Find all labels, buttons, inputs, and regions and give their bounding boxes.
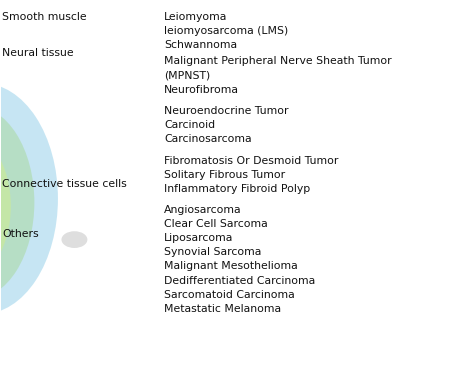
Text: Angiosarcoma: Angiosarcoma (164, 205, 242, 215)
Text: Smooth muscle: Smooth muscle (2, 12, 87, 22)
Text: Metastatic Melanoma: Metastatic Melanoma (164, 304, 281, 314)
Text: Sarcomatoid Carcinoma: Sarcomatoid Carcinoma (164, 290, 295, 300)
Ellipse shape (0, 106, 35, 299)
Ellipse shape (62, 231, 87, 248)
Text: Malignant Mesothelioma: Malignant Mesothelioma (164, 261, 298, 272)
Text: Neuroendocrine Tumor: Neuroendocrine Tumor (164, 106, 289, 116)
Text: Clear Cell Sarcoma: Clear Cell Sarcoma (164, 219, 268, 229)
Text: Leiomyoma: Leiomyoma (164, 12, 228, 22)
Text: (MPNST): (MPNST) (164, 71, 210, 81)
Text: Carcinosarcoma: Carcinosarcoma (164, 135, 252, 144)
Text: Dedifferentiated Carcinoma: Dedifferentiated Carcinoma (164, 276, 315, 285)
Text: Neural tissue: Neural tissue (2, 48, 74, 58)
Text: Malignant Peripheral Nerve Sheath Tumor: Malignant Peripheral Nerve Sheath Tumor (164, 56, 392, 66)
Ellipse shape (0, 132, 11, 280)
Text: Synovial Sarcoma: Synovial Sarcoma (164, 247, 261, 257)
Text: Solitary Fibrous Tumor: Solitary Fibrous Tumor (164, 170, 285, 180)
Text: Others: Others (2, 229, 39, 239)
Text: Fibromatosis Or Desmoid Tumor: Fibromatosis Or Desmoid Tumor (164, 156, 338, 166)
Ellipse shape (0, 83, 58, 314)
Text: Carcinoid: Carcinoid (164, 120, 215, 130)
Text: Schwannoma: Schwannoma (164, 40, 237, 50)
Text: Inflammatory Fibroid Polyp: Inflammatory Fibroid Polyp (164, 184, 310, 194)
Text: leiomyosarcoma (LMS): leiomyosarcoma (LMS) (164, 26, 288, 36)
Text: Neurofibroma: Neurofibroma (164, 85, 239, 95)
Text: Liposarcoma: Liposarcoma (164, 233, 233, 243)
Text: Connective tissue cells: Connective tissue cells (2, 179, 127, 189)
